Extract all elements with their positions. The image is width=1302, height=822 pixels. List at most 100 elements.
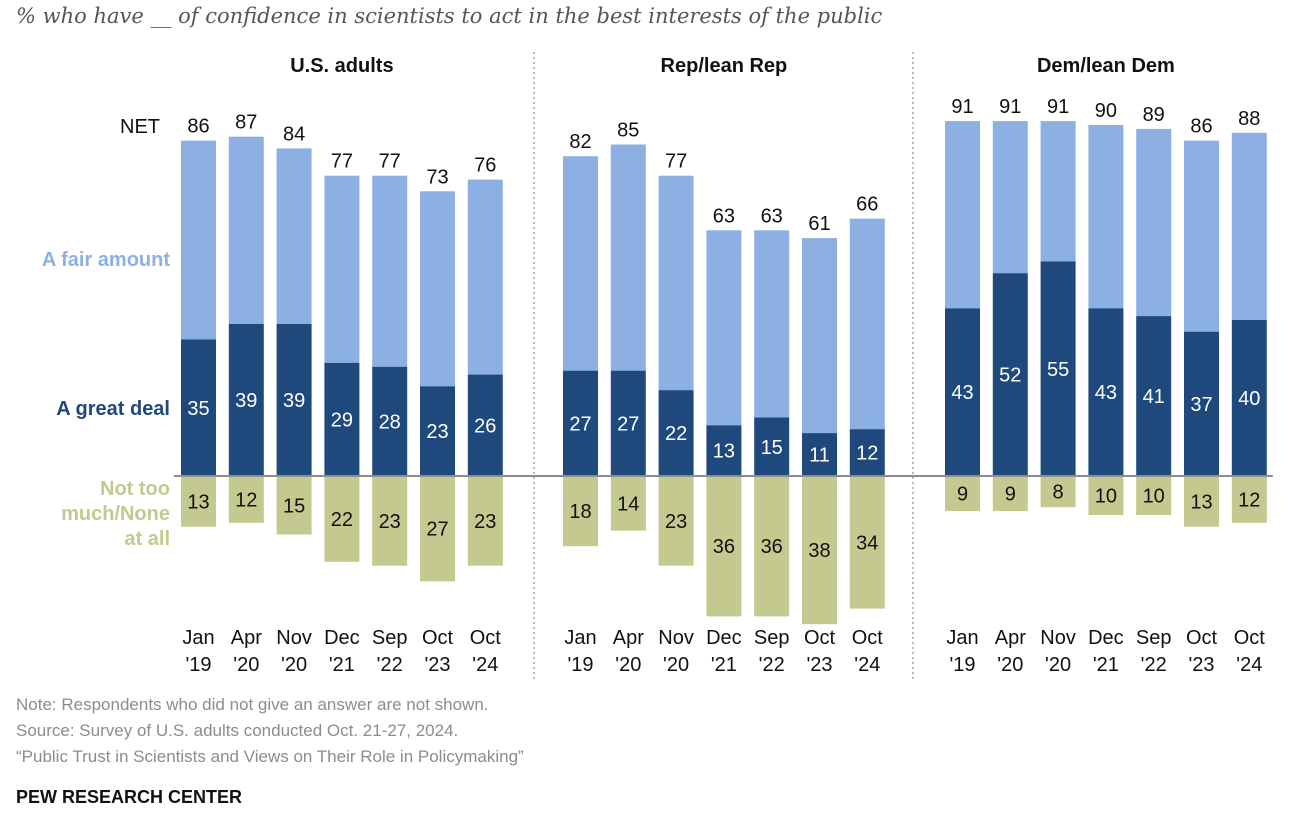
- not-too-much-value-label: 34: [856, 532, 878, 554]
- great-deal-value-label: 43: [951, 382, 973, 404]
- net-value-label: 91: [951, 96, 973, 118]
- bar-great-deal: [1184, 331, 1219, 476]
- category-label-month: Sep: [754, 627, 790, 649]
- great-deal-value-label: 43: [1095, 382, 1117, 404]
- category-label-month: Apr: [613, 627, 644, 649]
- bar-not-too-much: [228, 476, 264, 523]
- category-label-month: Oct: [1186, 627, 1218, 649]
- panel-title: Rep/lean Rep: [661, 55, 788, 77]
- bar-fair-amount: [228, 136, 264, 324]
- bar-fair-amount: [563, 156, 598, 371]
- net-value-label: 66: [856, 194, 878, 216]
- category-label-year: '22: [1141, 654, 1167, 676]
- great-deal-value-label: 35: [187, 398, 209, 420]
- category-label-month: Apr: [995, 627, 1026, 649]
- not-too-much-value-label: 38: [808, 540, 830, 562]
- bar-not-too-much: [1184, 476, 1219, 527]
- net-value-label: 63: [761, 205, 783, 227]
- bar-fair-amount: [802, 238, 837, 434]
- category-label-month: Nov: [1040, 627, 1076, 649]
- great-deal-value-label: 37: [1190, 394, 1212, 416]
- net-value-label: 77: [331, 151, 353, 173]
- net-value-label: 86: [187, 116, 209, 138]
- bar-fair-amount: [324, 175, 360, 363]
- category-label-year: '24: [854, 654, 880, 676]
- category-label-year: '23: [424, 654, 450, 676]
- bar-fair-amount: [1088, 125, 1124, 309]
- bar-fair-amount: [420, 191, 455, 387]
- category-label-year: '21: [329, 654, 355, 676]
- bar-great-deal: [1040, 261, 1076, 476]
- net-value-label: 77: [665, 151, 687, 173]
- bar-great-deal: [372, 366, 408, 476]
- bar-not-too-much: [420, 476, 455, 582]
- category-label-month: Sep: [372, 627, 408, 649]
- bar-not-too-much: [563, 476, 598, 547]
- bar-not-too-much: [467, 476, 503, 566]
- great-deal-value-label: 41: [1143, 386, 1165, 408]
- great-deal-value-label: 52: [999, 365, 1021, 387]
- bar-great-deal: [945, 308, 980, 476]
- net-value-label: 89: [1143, 104, 1165, 126]
- row-label-not-too-much: much/None: [61, 503, 170, 525]
- not-too-much-value-label: 10: [1143, 486, 1165, 508]
- bar-great-deal: [228, 323, 264, 476]
- net-value-label: 90: [1095, 100, 1117, 122]
- category-label-year: '22: [377, 654, 403, 676]
- bar-fair-amount: [610, 144, 646, 371]
- bar-great-deal: [181, 339, 216, 476]
- net-value-label: 91: [999, 96, 1021, 118]
- great-deal-value-label: 26: [474, 415, 496, 437]
- bar-not-too-much: [802, 476, 837, 625]
- great-deal-value-label: 27: [569, 413, 591, 435]
- net-value-label: 61: [808, 213, 830, 235]
- net-value-label: 77: [379, 151, 401, 173]
- category-label-year: '20: [663, 654, 689, 676]
- row-label-not-too-much: at all: [124, 528, 170, 550]
- not-too-much-value-label: 23: [665, 511, 687, 533]
- bar-great-deal: [324, 362, 360, 476]
- category-label-month: Oct: [852, 627, 884, 649]
- report-title-text: “Public Trust in Scientists and Views on…: [16, 747, 524, 766]
- category-label-month: Oct: [422, 627, 454, 649]
- bar-not-too-much: [181, 476, 216, 527]
- great-deal-value-label: 27: [617, 413, 639, 435]
- category-label-year: '24: [1236, 654, 1262, 676]
- not-too-much-value-label: 9: [1005, 484, 1016, 506]
- bar-not-too-much: [324, 476, 360, 562]
- not-too-much-value-label: 23: [474, 511, 496, 533]
- bar-not-too-much: [1040, 476, 1076, 508]
- category-label-year: '21: [1093, 654, 1119, 676]
- net-value-label: 82: [569, 131, 591, 153]
- category-label-year: '20: [615, 654, 641, 676]
- bar-fair-amount: [706, 230, 742, 426]
- net-value-label: 85: [617, 120, 639, 142]
- category-label-year: '19: [949, 654, 975, 676]
- not-too-much-value-label: 8: [1053, 482, 1064, 504]
- category-label-year: '20: [233, 654, 259, 676]
- great-deal-value-label: 11: [809, 445, 830, 467]
- great-deal-value-label: 22: [665, 423, 687, 445]
- category-label-year: '21: [711, 654, 737, 676]
- net-value-label: 88: [1238, 108, 1260, 130]
- category-label-month: Dec: [324, 627, 360, 649]
- not-too-much-value-label: 22: [331, 509, 353, 531]
- not-too-much-value-label: 12: [1238, 489, 1260, 511]
- category-label-month: Sep: [1136, 627, 1172, 649]
- category-label-month: Jan: [564, 627, 596, 649]
- category-label-month: Jan: [182, 627, 214, 649]
- not-too-much-value-label: 27: [426, 519, 448, 541]
- bar-great-deal: [754, 417, 790, 476]
- not-too-much-value-label: 36: [761, 536, 783, 558]
- not-too-much-value-label: 23: [379, 511, 401, 533]
- bar-great-deal: [658, 390, 694, 476]
- bar-not-too-much: [1088, 476, 1124, 515]
- category-label-year: '23: [806, 654, 832, 676]
- bar-great-deal: [420, 386, 455, 476]
- bar-fair-amount: [849, 218, 885, 430]
- not-too-much-value-label: 13: [187, 491, 209, 513]
- not-too-much-value-label: 9: [957, 484, 968, 506]
- net-value-label: 76: [474, 155, 496, 177]
- not-too-much-value-label: 18: [569, 501, 591, 523]
- great-deal-value-label: 55: [1047, 359, 1069, 381]
